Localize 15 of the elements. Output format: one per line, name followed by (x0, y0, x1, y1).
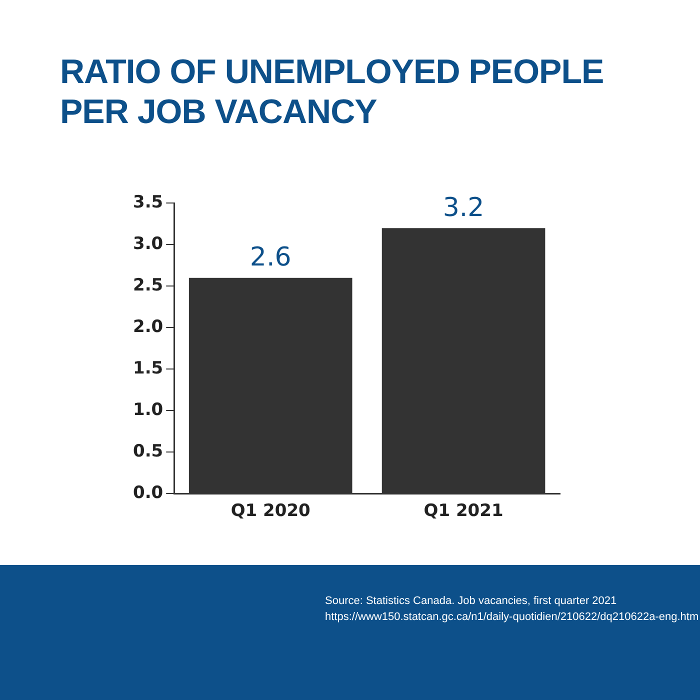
y-tick-label: 2.5 (132, 276, 164, 296)
y-tick-label: 3.0 (132, 234, 164, 254)
y-tick-label: 2.0 (132, 317, 164, 338)
source-note: Source: Statistics Canada. Job vacancies, first quarter 2021 (325, 594, 618, 609)
x-tick-label: Q1 2021 (424, 501, 504, 522)
chart-title: RATIO OF UNEMPLOYED PEOPLE PER JOB VACANCY (60, 52, 605, 132)
y-tick-label: 3.5 (132, 192, 164, 213)
y-tick-label: 0.5 (132, 442, 164, 462)
x-tick-label: Q1 2020 (230, 501, 311, 522)
data-label: 3.2 (442, 192, 484, 223)
data-label: 2.6 (250, 242, 292, 273)
text: https://www150.statcan.gc.ca/n1/daily-quotidien/210622/dq210622a-eng.htm (325, 610, 699, 625)
y-tick-label: 1.5 (132, 358, 164, 379)
y-tick-label: 1.0 (132, 400, 164, 420)
y-tick-label: 0.0 (132, 483, 164, 504)
